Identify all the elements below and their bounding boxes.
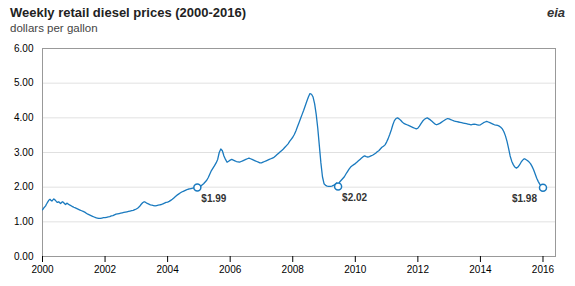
- svg-text:2010: 2010: [344, 264, 367, 275]
- svg-text:2004: 2004: [156, 264, 179, 275]
- svg-text:2012: 2012: [407, 264, 430, 275]
- svg-text:2.00: 2.00: [14, 181, 34, 192]
- svg-text:$2.02: $2.02: [342, 192, 367, 203]
- svg-text:2014: 2014: [469, 264, 492, 275]
- svg-text:2002: 2002: [94, 264, 117, 275]
- svg-text:2016: 2016: [532, 264, 555, 275]
- svg-text:3.00: 3.00: [14, 147, 34, 158]
- svg-text:4.00: 4.00: [14, 112, 34, 123]
- svg-text:2006: 2006: [219, 264, 242, 275]
- svg-text:0.00: 0.00: [14, 251, 34, 262]
- svg-text:2000: 2000: [31, 264, 54, 275]
- svg-text:5.00: 5.00: [14, 77, 34, 88]
- svg-text:$1.99: $1.99: [201, 193, 226, 204]
- svg-text:6.00: 6.00: [14, 43, 34, 54]
- html-text:Weekly retail diesel prices (2: Weekly retail diesel prices (2000-2016): [10, 5, 247, 20]
- svg-text:2008: 2008: [282, 264, 305, 275]
- svg-text:$1.98: $1.98: [512, 193, 537, 204]
- html-text:dollars per gallon: dollars per gallon: [10, 22, 98, 34]
- svg-text:1.00: 1.00: [14, 216, 34, 227]
- html-text:eia: eia: [546, 5, 565, 20]
